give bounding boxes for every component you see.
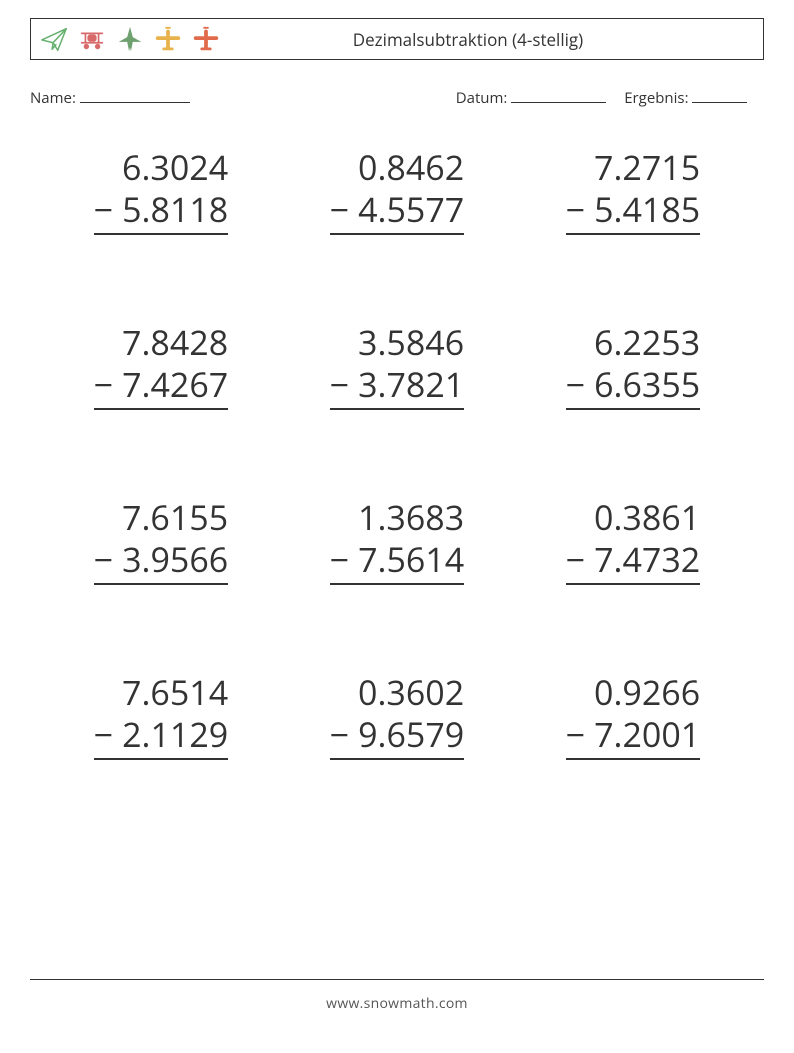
minuend: 0.8462 xyxy=(330,146,464,189)
minuend: 3.5846 xyxy=(330,321,464,364)
problem-rule xyxy=(330,758,464,760)
subtrahend: − 3.7821 xyxy=(330,363,464,406)
name-label: Name: xyxy=(30,88,76,108)
biplane-icon xyxy=(77,24,107,54)
subtrahend: − 7.4267 xyxy=(94,363,228,406)
problem-rule xyxy=(94,408,228,410)
subtraction-problem: 0.9266− 7.2001 xyxy=(520,671,746,760)
subtraction-problem: 7.8428− 7.4267 xyxy=(48,321,274,410)
subtraction-problem: 7.2715− 5.4185 xyxy=(520,146,746,235)
score-field: Ergebnis: xyxy=(624,86,747,108)
subtrahend: − 7.5614 xyxy=(330,538,464,581)
footer-text: www.snowmath.com xyxy=(326,994,468,1013)
date-field: Datum: xyxy=(456,86,607,108)
subtrahend: − 5.8118 xyxy=(94,188,228,231)
problem-rule xyxy=(94,758,228,760)
problems-grid: 6.3024− 5.8118 0.8462− 4.5577 7.2715− 5.… xyxy=(30,146,764,760)
score-label: Ergebnis: xyxy=(624,88,688,108)
minuend: 6.3024 xyxy=(94,146,228,189)
subtrahend: − 4.5577 xyxy=(330,188,464,231)
subtraction-problem: 7.6155− 3.9566 xyxy=(48,496,274,585)
subtrahend: − 3.9566 xyxy=(94,538,228,581)
minuend: 0.9266 xyxy=(566,671,700,714)
problem-rule xyxy=(94,233,228,235)
worksheet-header: Dezimalsubtraktion (4-stellig) xyxy=(30,18,764,60)
problem-rule xyxy=(566,233,700,235)
problem-rule xyxy=(566,408,700,410)
subtrahend: − 9.6579 xyxy=(330,713,464,756)
name-blank xyxy=(80,86,190,103)
problem-rule xyxy=(330,408,464,410)
minuend: 0.3602 xyxy=(330,671,464,714)
minuend: 7.6514 xyxy=(94,671,228,714)
date-blank xyxy=(511,86,606,103)
minuend: 7.8428 xyxy=(94,321,228,364)
subtraction-problem: 0.3602− 9.6579 xyxy=(284,671,510,760)
subtrahend: − 7.4732 xyxy=(566,538,700,581)
name-field: Name: xyxy=(30,86,456,108)
minuend: 6.2253 xyxy=(566,321,700,364)
prop-plane-icon xyxy=(153,24,183,54)
date-label: Datum: xyxy=(456,88,508,108)
minuend: 1.3683 xyxy=(330,496,464,539)
paper-plane-icon xyxy=(39,24,69,54)
subtrahend: − 6.6355 xyxy=(566,363,700,406)
header-icon-row xyxy=(39,24,221,54)
page-footer: www.snowmath.com xyxy=(30,979,764,1013)
worksheet-title: Dezimalsubtraktion (4-stellig) xyxy=(221,28,755,51)
problem-rule xyxy=(566,758,700,760)
minuend: 7.6155 xyxy=(94,496,228,539)
problem-rule xyxy=(94,583,228,585)
subtraction-problem: 6.3024− 5.8118 xyxy=(48,146,274,235)
subtrahend: − 7.2001 xyxy=(566,713,700,756)
prop-plane-icon xyxy=(191,24,221,54)
problem-rule xyxy=(330,583,464,585)
subtrahend: − 2.1129 xyxy=(94,713,228,756)
subtraction-problem: 0.3861− 7.4732 xyxy=(520,496,746,585)
meta-row: Name: Datum: Ergebnis: xyxy=(30,86,764,108)
subtraction-problem: 6.2253− 6.6355 xyxy=(520,321,746,410)
subtraction-problem: 7.6514− 2.1129 xyxy=(48,671,274,760)
minuend: 7.2715 xyxy=(566,146,700,189)
jet-icon xyxy=(115,24,145,54)
subtrahend: − 5.4185 xyxy=(566,188,700,231)
subtraction-problem: 3.5846− 3.7821 xyxy=(284,321,510,410)
problem-rule xyxy=(330,233,464,235)
subtraction-problem: 1.3683− 7.5614 xyxy=(284,496,510,585)
score-blank xyxy=(692,86,747,103)
problem-rule xyxy=(566,583,700,585)
minuend: 0.3861 xyxy=(566,496,700,539)
subtraction-problem: 0.8462− 4.5577 xyxy=(284,146,510,235)
